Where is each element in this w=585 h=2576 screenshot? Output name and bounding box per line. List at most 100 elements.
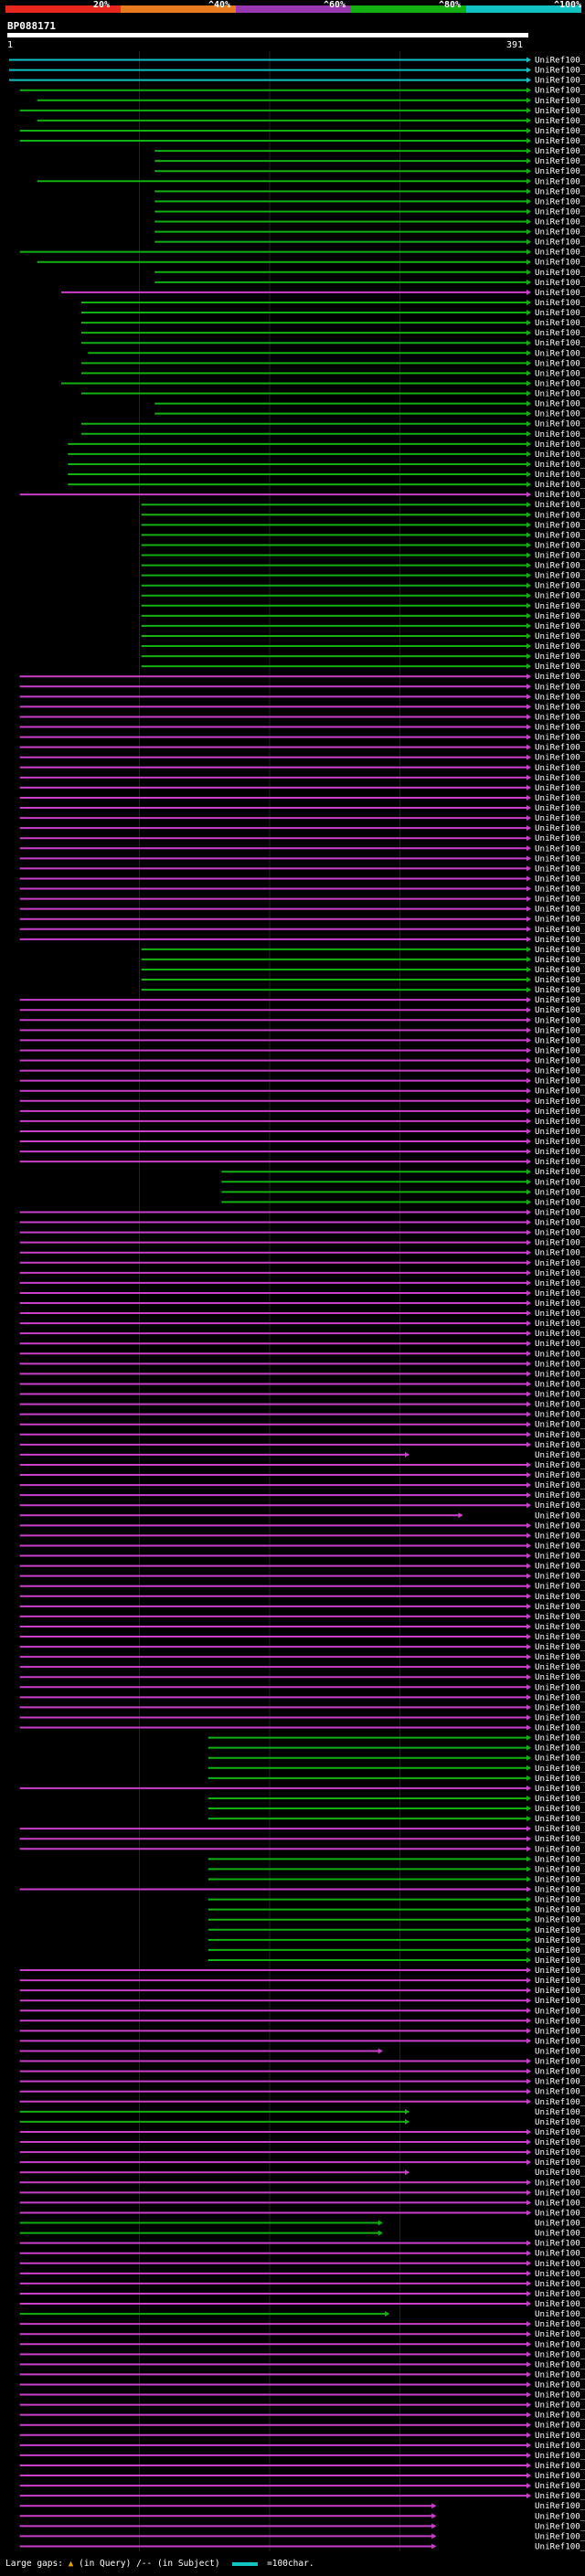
hit-label[interactable]: UniRef100_B4FTG7 [535, 460, 585, 470]
hit-label[interactable]: UniRef100_A9PGD4 [535, 1572, 585, 1582]
hit-label[interactable]: UniRef100_Q3BVX6 [535, 1531, 585, 1541]
hit-label[interactable]: UniRef100_Q8AF02 [535, 672, 585, 682]
hit-label[interactable]: UniRef100_C6TCJ3 [535, 1299, 585, 1309]
hit-label[interactable]: UniRef100_A8ITV3 [535, 66, 585, 76]
hit-label[interactable]: UniRef100_B9RMF5 [535, 1066, 585, 1076]
hit-label[interactable]: UniRef100_Q9M374 [535, 1662, 585, 1672]
hit-label[interactable]: UniRef100_A2SY16 [535, 1410, 585, 1420]
hit-label[interactable]: UniRef100_A4QNF7 [535, 2046, 585, 2056]
hit-label[interactable]: UniRef100_A9TP27 [535, 348, 585, 358]
hit-label[interactable]: UniRef100_B7Q989 [535, 2401, 585, 2411]
hit-label[interactable]: UniRef100_A7R1V5 [535, 156, 585, 166]
hit-label[interactable]: UniRef100_A9PMB6 [535, 2441, 585, 2451]
hit-label[interactable]: UniRef100_Q75YB0 [535, 2329, 585, 2339]
hit-label[interactable]: UniRef100_Q39832 [535, 712, 585, 722]
hit-label[interactable]: UniRef100_C6T4E5 [535, 1288, 585, 1299]
hit-label[interactable]: UniRef100_A9TJ66 [535, 2208, 585, 2218]
hit-label[interactable]: UniRef100_Q75YV4 [535, 682, 585, 692]
hit-label[interactable]: UniRef100_B6T892 [535, 1329, 585, 1339]
hit-label[interactable]: UniRef100_A9PJ02 [535, 743, 585, 753]
hit-label[interactable]: UniRef100_A4S418 [535, 2431, 585, 2441]
hit-label[interactable]: UniRef100_A3BZ84 [535, 1349, 585, 1359]
hit-label[interactable]: UniRef100_C1N986 [535, 2349, 585, 2359]
hit-label[interactable]: UniRef100_B6D231 [535, 1854, 585, 1864]
hit-label[interactable]: UniRef100_C1EDC9 [535, 925, 585, 935]
hit-label[interactable]: UniRef100_Q4V512 [535, 2188, 585, 2198]
hit-label[interactable]: UniRef100_B8B7K8 [535, 935, 585, 945]
hit-label[interactable]: UniRef100_A9T399 [535, 2239, 585, 2249]
hit-label[interactable]: UniRef100_A2SY40 [535, 2006, 585, 2016]
hit-label[interactable]: UniRef100_Q6YWJ7 [535, 440, 585, 450]
hit-label[interactable]: UniRef100_Q4U2S2 [535, 803, 585, 813]
hit-label[interactable]: UniRef100_Q9SBN0 [535, 1895, 585, 1905]
hit-label[interactable]: UniRef100_Q8VXA6 [535, 995, 585, 1005]
hit-label[interactable]: UniRef100_Q8LT22 [535, 298, 585, 308]
hit-label[interactable]: UniRef100_C0JQU6 [535, 2219, 585, 2229]
hit-label[interactable]: UniRef100_Q6P9L1 [535, 1278, 585, 1288]
hit-label[interactable]: UniRef100_A9PEQ0 [535, 2451, 585, 2461]
hit-label[interactable]: UniRef100_Q8LCQ4 [535, 965, 585, 975]
hit-label[interactable]: UniRef100_Q7M1K9 [535, 530, 585, 540]
hit-label[interactable]: UniRef100_Q02069 [535, 2259, 585, 2269]
hit-label[interactable]: UniRef100_A4QPP3 [535, 1470, 585, 1480]
hit-label[interactable]: UniRef100_Q8S8B6 [535, 1359, 585, 1369]
hit-label[interactable]: UniRef100_Q84WT1 [535, 975, 585, 985]
hit-label[interactable]: UniRef100_B4G2P7 [535, 1258, 585, 1268]
hit-label[interactable]: UniRef100_A2SY11 [535, 2289, 585, 2299]
hit-label[interactable]: UniRef100_Q0DVR7 [535, 136, 585, 146]
hit-label[interactable]: UniRef100_B6D221 [535, 1754, 585, 1764]
hit-label[interactable]: UniRef100_Q07489 [535, 328, 585, 338]
hit-label[interactable]: UniRef100_B9RLX2 [535, 399, 585, 409]
hit-label[interactable]: UniRef100_C1FEC7 [535, 1127, 585, 1137]
hit-label[interactable]: UniRef100_B6D228 [535, 1915, 585, 1925]
hit-label[interactable]: UniRef100_C6T858 [535, 1056, 585, 1066]
hit-label[interactable]: UniRef100_C3UVT1 [535, 1177, 585, 1187]
hit-label[interactable]: UniRef100_B3VV72 [535, 1945, 585, 1956]
hit-label[interactable]: UniRef100_Q01667 [535, 2147, 585, 2157]
hit-label[interactable]: UniRef100_Q9C639 [535, 186, 585, 196]
hit-label[interactable]: UniRef100_Q7YY11 [535, 1794, 585, 1804]
hit-label[interactable]: UniRef100_Q1H8L9 [535, 601, 585, 611]
hit-label[interactable]: UniRef100_Q3B9U4 [535, 106, 585, 116]
hit-label[interactable]: UniRef100_P27525 [535, 1844, 585, 1854]
hit-label[interactable]: UniRef100_Q02070 [535, 753, 585, 763]
hit-label[interactable]: UniRef100_A9TV02 [535, 1692, 585, 1702]
hit-label[interactable]: UniRef100_B9FVF9 [535, 1541, 585, 1551]
hit-label[interactable]: UniRef100_B4F994 [535, 389, 585, 399]
hit-label[interactable]: UniRef100_A7PE75 [535, 1015, 585, 1025]
hit-label[interactable]: UniRef100_A8IS50 [535, 692, 585, 702]
hit-label[interactable]: UniRef100_A9RS75 [535, 2157, 585, 2168]
hit-label[interactable]: UniRef100_B9N4C4 [535, 571, 585, 581]
hit-label[interactable]: UniRef100_A9NPH1 [535, 2077, 585, 2087]
hit-label[interactable]: UniRef100_A2SY12 [535, 2016, 585, 2026]
hit-label[interactable]: UniRef100_Q2ZIZ7 [535, 621, 585, 631]
hit-label[interactable]: UniRef100_B9HTI2 [535, 723, 585, 733]
hit-label[interactable]: UniRef100_Q5S0X3 [535, 2036, 585, 2046]
hit-label[interactable]: UniRef100_B9HLM2 [535, 2461, 585, 2471]
hit-label[interactable]: UniRef100_B1PSK1 [535, 409, 585, 419]
hit-label[interactable]: UniRef100_A4RV22 [535, 895, 585, 905]
hit-label[interactable]: UniRef100_A4URF4 [535, 833, 585, 843]
hit-label[interactable]: UniRef100_C5XWA7 [535, 2481, 585, 2491]
hit-label[interactable]: UniRef100_B4F3B0 [535, 1137, 585, 1147]
hit-label[interactable]: UniRef100_C5XSU5 [535, 238, 585, 248]
hit-label[interactable]: UniRef100_Q6Z7Q1 [535, 278, 585, 288]
hit-label[interactable]: UniRef100_A2SY13 [535, 1218, 585, 1228]
hit-label[interactable]: UniRef100_C3UV56 [535, 1187, 585, 1197]
hit-label[interactable]: UniRef100_A2SY41 [535, 248, 585, 258]
hit-label[interactable]: UniRef100_A9NPE0 [535, 2107, 585, 2117]
hit-label[interactable]: UniRef100_Q04481 [535, 793, 585, 803]
hit-label[interactable]: UniRef100_A9TV00 [535, 1885, 585, 1895]
hit-label[interactable]: UniRef100_Q6SYB3 [535, 450, 585, 460]
hit-label[interactable]: UniRef100_C1MUM8 [535, 146, 585, 156]
hit-label[interactable]: UniRef100_B6D223 [535, 1622, 585, 1632]
hit-label[interactable]: UniRef100_B6SSF0 [535, 1430, 585, 1440]
hit-label[interactable]: UniRef100_Q5LXC7 [535, 378, 585, 388]
hit-label[interactable]: UniRef100_Q8RU09 [535, 773, 585, 783]
hit-label[interactable]: UniRef100_A4QPX9 [535, 2541, 585, 2551]
hit-label[interactable]: UniRef100_C5Z0R3 [535, 1107, 585, 1117]
hit-label[interactable]: UniRef100_A4S374 [535, 1400, 585, 1410]
hit-label[interactable]: UniRef100_B6D235 [535, 1460, 585, 1470]
hit-label[interactable]: UniRef100_B8L2D8 [535, 540, 585, 550]
hit-label[interactable]: UniRef100_C5XBE2 [535, 1612, 585, 1622]
